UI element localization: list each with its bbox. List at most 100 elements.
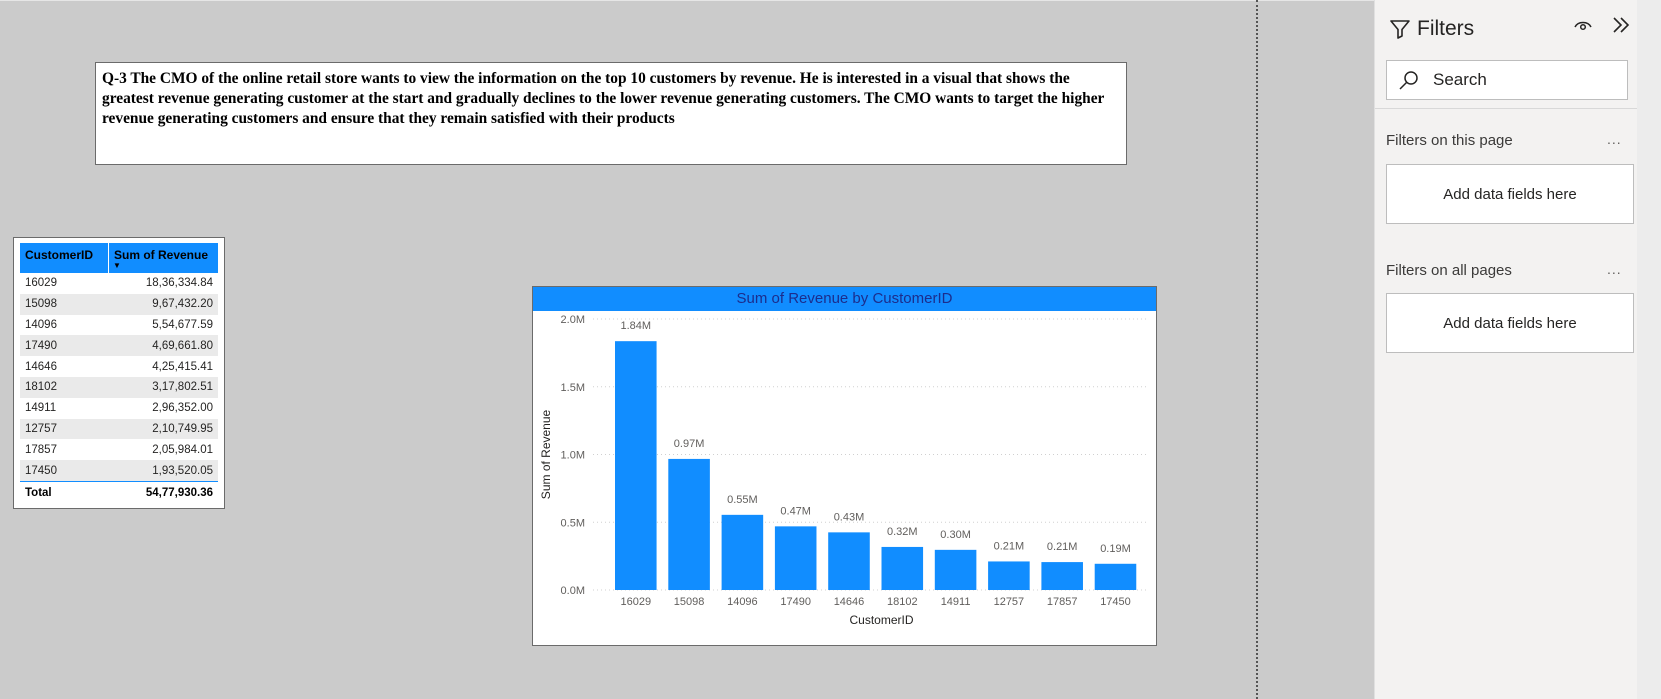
visualizations-tab-strip — [1643, 58, 1655, 178]
filters-on-this-page-more-button[interactable]: ... — [1607, 131, 1622, 147]
filters-on-all-pages-label: Filters on all pages — [1386, 262, 1512, 279]
customerid-cell: 17450 — [25, 464, 57, 477]
y-tick-label: 2.0M — [561, 314, 585, 326]
filter-search-box[interactable] — [1386, 60, 1628, 100]
table-row[interactable]: 18102 3,17,802.51 — [20, 376, 218, 398]
table-body: 16029 18,36,334.84 15098 9,67,432.20 14096 5,… — [20, 273, 218, 481]
column-header-customerid[interactable]: CustomerID — [25, 248, 94, 262]
revenue-cell: 2,05,984.01 — [152, 443, 213, 456]
total-value: 54,77,930.36 — [145, 486, 213, 499]
x-axis-title: CustomerID — [849, 613, 913, 627]
y-tick-label: 0.5M — [561, 517, 585, 529]
filters-on-this-page-label: Filters on this page — [1386, 132, 1513, 149]
customerid-cell: 15098 — [25, 298, 57, 311]
visualizations-pane-tab[interactable] — [1637, 0, 1661, 699]
top-border — [0, 0, 1661, 1]
y-tick-label: 1.0M — [561, 450, 585, 462]
table-row[interactable]: 15098 9,67,432.20 — [20, 293, 218, 315]
funnel-icon — [1390, 20, 1410, 39]
revenue-cell: 2,10,749.95 — [152, 422, 213, 435]
table-header: CustomerID Sum of Revenue ▼ — [20, 243, 218, 273]
customerid-cell: 18102 — [25, 381, 57, 394]
y-axis-title: Sum of Revenue — [539, 409, 553, 499]
table-row[interactable]: 17490 4,69,661.80 — [20, 335, 218, 357]
data-label: 0.19M — [1100, 543, 1131, 555]
x-tick-label: 18102 — [887, 596, 918, 608]
bar — [881, 546, 924, 590]
data-label: 0.21M — [994, 540, 1025, 552]
customerid-cell: 17490 — [25, 339, 57, 352]
revenue-table: CustomerID Sum of Revenue ▼ 16029 18,36,3… — [20, 243, 218, 504]
filter-search-input[interactable] — [1431, 69, 1615, 91]
revenue-cell: 4,25,415.41 — [152, 360, 213, 373]
revenue-bar-chart-visual[interactable]: Sum of Revenue by CustomerID 0.0M 0.5M 1.0… — [532, 286, 1157, 646]
data-label: 0.55M — [727, 494, 758, 506]
customerid-cell: 12757 — [25, 422, 57, 435]
x-tick-label: 14096 — [727, 596, 758, 608]
customerid-cell: 14646 — [25, 360, 57, 373]
data-label: 0.30M — [940, 529, 971, 541]
table-row[interactable]: 17857 2,05,984.01 — [20, 439, 218, 460]
filters-on-all-pages-more-button[interactable]: ... — [1607, 261, 1622, 277]
data-label: 1.84M — [620, 320, 651, 332]
page-filters-drop-zone[interactable]: Add data fields here — [1386, 164, 1634, 224]
filters-pane: Filters Filters on this page ... Add dat… — [1374, 0, 1661, 699]
all-pages-filters-drop-zone[interactable]: Add data fields here — [1386, 293, 1634, 353]
question-textbox[interactable]: Q-3 The CMO of the online retail store w… — [95, 62, 1127, 165]
customerid-cell: 16029 — [25, 277, 57, 290]
page-boundary-divider — [1256, 0, 1258, 699]
filters-separator — [1375, 108, 1661, 109]
bar — [615, 341, 657, 590]
y-tick-label: 1.5M — [561, 382, 585, 394]
x-tick-label: 17450 — [1100, 596, 1131, 608]
revenue-table-visual[interactable]: CustomerID Sum of Revenue ▼ 16029 18,36,3… — [13, 237, 225, 509]
revenue-cell: 9,67,432.20 — [152, 298, 213, 311]
chart-title: Sum of Revenue by CustomerID — [533, 287, 1156, 311]
data-label: 0.21M — [1047, 541, 1078, 553]
table-row[interactable]: 14911 2,96,352.00 — [20, 398, 218, 419]
x-tick-label: 16029 — [620, 596, 651, 608]
bar — [988, 561, 1030, 590]
bar — [721, 514, 764, 590]
x-tick-label: 12757 — [994, 596, 1025, 608]
revenue-cell: 1,93,520.05 — [152, 464, 213, 477]
column-header-sum-of-revenue[interactable]: Sum of Revenue — [108, 243, 218, 273]
revenue-cell: 18,36,334.84 — [145, 277, 213, 290]
filters-title: Filters — [1417, 17, 1475, 40]
bar — [828, 532, 870, 590]
question-text: Q-3 The CMO of the online retail store w… — [102, 70, 1105, 127]
table-row[interactable]: 16029 18,36,334.84 — [20, 273, 218, 294]
bar — [774, 526, 817, 590]
x-tick-label: 14646 — [834, 596, 865, 608]
customerid-cell: 14911 — [25, 402, 57, 415]
data-label: 0.43M — [834, 511, 865, 523]
table-row[interactable]: 17450 1,93,520.05 — [20, 460, 218, 481]
data-label: 0.97M — [674, 438, 705, 450]
bar — [934, 549, 977, 590]
bar — [668, 458, 710, 590]
x-tick-label: 14911 — [941, 596, 971, 608]
table-total-row: Total 54,77,930.36 — [20, 480, 218, 504]
revenue-cell: 5,54,677.59 — [152, 318, 213, 331]
x-tick-label: 17490 — [780, 596, 811, 608]
revenue-cell: 2,96,352.00 — [152, 402, 213, 415]
table-row[interactable]: 12757 2,10,749.95 — [20, 418, 218, 440]
bar — [1041, 562, 1083, 590]
bar — [1094, 563, 1137, 590]
y-tick-label: 0.0M — [561, 585, 585, 597]
eye-icon[interactable] — [1573, 16, 1593, 36]
x-tick-label: 15098 — [674, 596, 705, 608]
data-label: 0.32M — [887, 526, 918, 538]
table-row[interactable]: 14646 4,25,415.41 — [20, 356, 218, 377]
total-label: Total — [25, 486, 52, 499]
table-row[interactable]: 14096 5,54,677.59 — [20, 315, 218, 336]
customerid-cell: 17857 — [25, 443, 57, 456]
revenue-cell: 3,17,802.51 — [152, 381, 213, 394]
bar-chart: 0.0M 0.5M 1.0M 1.5M 2.0M Sum of Revenue 1.84M 1… — [539, 314, 1148, 627]
search-icon — [1399, 71, 1418, 90]
filters-header: Filters — [1389, 14, 1474, 44]
sort-descending-icon: ▼ — [113, 261, 121, 270]
revenue-cell: 4,69,661.80 — [152, 339, 213, 352]
collapse-pane-icon[interactable] — [1610, 14, 1632, 36]
x-tick-label: 17857 — [1047, 596, 1078, 608]
